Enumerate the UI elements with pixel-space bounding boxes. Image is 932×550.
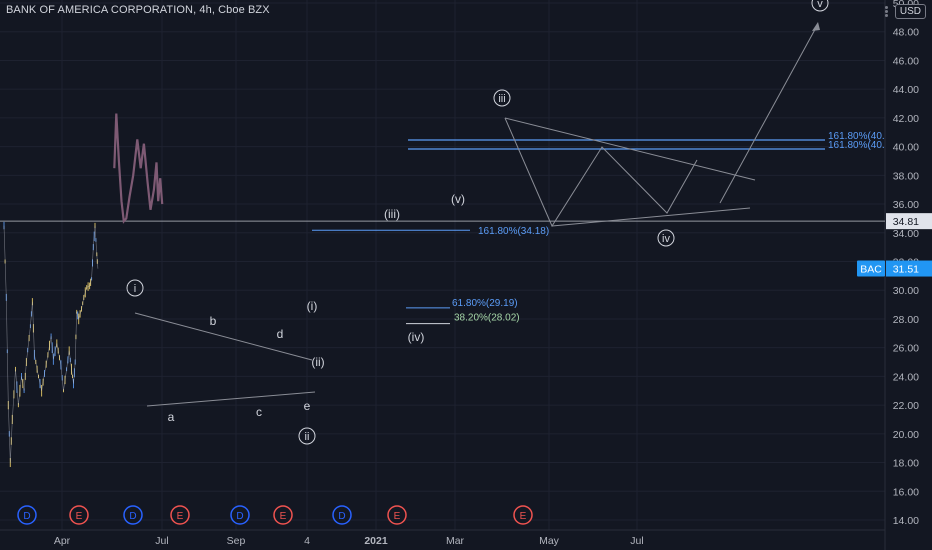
wave-v-arrow-line: [719, 23, 819, 204]
event-marker-label: E: [177, 511, 184, 522]
time-tick-label: Sep: [227, 535, 246, 547]
price-tick-label: 24.00: [893, 371, 919, 383]
dividend-marker-icon[interactable]: [123, 505, 143, 525]
time-tick-label: Mar: [446, 535, 465, 547]
wave-label-c: c: [256, 405, 262, 419]
time-tick-label: 2021: [364, 535, 388, 547]
wave-label-iii-circle: [493, 89, 511, 107]
earnings-marker-icon[interactable]: [170, 505, 190, 525]
wave-label-iii-paren: (iii): [384, 207, 400, 221]
wedge-upper-line: [504, 117, 756, 181]
earnings-marker-icon[interactable]: [513, 505, 533, 525]
last-price-label: 34.81: [893, 216, 919, 228]
currency-button[interactable]: USD: [894, 4, 926, 19]
price-tick-label: 14.00: [893, 515, 919, 527]
time-tick-label: Jul: [630, 535, 643, 547]
event-marker-label: E: [76, 511, 83, 522]
wave-label-a: a: [168, 410, 175, 424]
wave-v-arrowhead-icon: [812, 22, 820, 31]
event-marker-label: D: [338, 511, 345, 522]
wave-label-v-paren: (v): [451, 192, 465, 206]
price-tick-label: 34.00: [893, 228, 919, 240]
event-marker-label: E: [520, 511, 527, 522]
symbol-price-tag-label: BAC: [860, 264, 882, 276]
price-tick-label: 48.00: [893, 27, 919, 39]
event-marker-label: E: [280, 511, 287, 522]
price-tick-label: 28.00: [893, 314, 919, 326]
event-marker-label: E: [394, 511, 401, 522]
wave-label-i-circle: [126, 279, 144, 297]
fib-618-label: 61.80%(29.19): [452, 298, 518, 309]
wave-label-v: v: [817, 0, 823, 10]
price-tick-label: 38.00: [893, 170, 919, 182]
earnings-marker-icon[interactable]: [273, 505, 293, 525]
wedge-lower-line: [551, 207, 751, 227]
dividend-marker-icon[interactable]: [230, 505, 250, 525]
current-price-badge: [886, 260, 932, 277]
wave-label-iv-circle: [657, 229, 675, 247]
price-tick-label: 18.00: [893, 458, 919, 470]
time-tick-label: Jul: [155, 535, 168, 547]
projection-path: [113, 113, 164, 224]
more-options-icon[interactable]: [885, 6, 889, 18]
wave-iv-zigzag: [504, 117, 698, 228]
trendline-upper-triangle: [134, 312, 313, 361]
event-marker-label: D: [236, 511, 243, 522]
wave-label-d: d: [277, 327, 284, 341]
trendline-lower-triangle: [146, 391, 316, 407]
wave-label-iv-paren: (iv): [408, 330, 425, 344]
price-tick-label: 40.00: [893, 142, 919, 154]
time-tick-label: May: [539, 535, 560, 547]
wave-label-iv: iv: [662, 233, 670, 245]
wave-label-i: i: [134, 283, 136, 295]
symbol-price-tag[interactable]: [857, 260, 885, 277]
symbol-title: BANK OF AMERICA CORPORATION, 4h, Cboe BZ…: [6, 4, 270, 16]
wave-label-v-circle: [811, 0, 829, 12]
price-tick-label: 30.00: [893, 285, 919, 297]
price-tick-label: 44.00: [893, 84, 919, 96]
price-tick-label: 16.00: [893, 486, 919, 498]
time-tick-label: Apr: [54, 535, 71, 547]
price-tick-label: 36.00: [893, 199, 919, 211]
price-tick-label: 26.00: [893, 343, 919, 355]
event-marker-label: D: [23, 511, 30, 522]
wave-label-i-paren: (i): [307, 299, 318, 313]
price-tick-label: 46.00: [893, 55, 919, 67]
dividend-marker-icon[interactable]: [332, 505, 352, 525]
wave-label-iii: iii: [498, 93, 505, 105]
last-price-badge: [886, 213, 932, 230]
earnings-marker-icon[interactable]: [387, 505, 407, 525]
dividend-marker-icon[interactable]: [17, 505, 37, 525]
earnings-marker-icon[interactable]: [69, 505, 89, 525]
price-series-line: [3, 225, 99, 463]
price-tick-label: 22.00: [893, 400, 919, 412]
fib-upper-label-b: 161.80%(40.: [828, 140, 885, 151]
event-marker-label: D: [129, 511, 136, 522]
wave-label-e: e: [304, 399, 311, 413]
price-tick-label: 20.00: [893, 429, 919, 441]
fib-upper-label-a: 161.80%(40.: [828, 131, 885, 142]
fib-382-label: 38.20%(28.02): [454, 313, 520, 324]
price-tick-label: 42.00: [893, 113, 919, 125]
wave-label-ii: ii: [305, 431, 310, 443]
wave-label-ii-paren: (ii): [311, 355, 324, 369]
wave-label-b: b: [210, 314, 217, 328]
fib-161-label: 161.80%(34.18): [478, 226, 549, 237]
wave-label-ii-circle: [298, 427, 316, 445]
time-tick-label: 4: [304, 535, 310, 547]
current-price-label: 31.51: [893, 264, 919, 276]
